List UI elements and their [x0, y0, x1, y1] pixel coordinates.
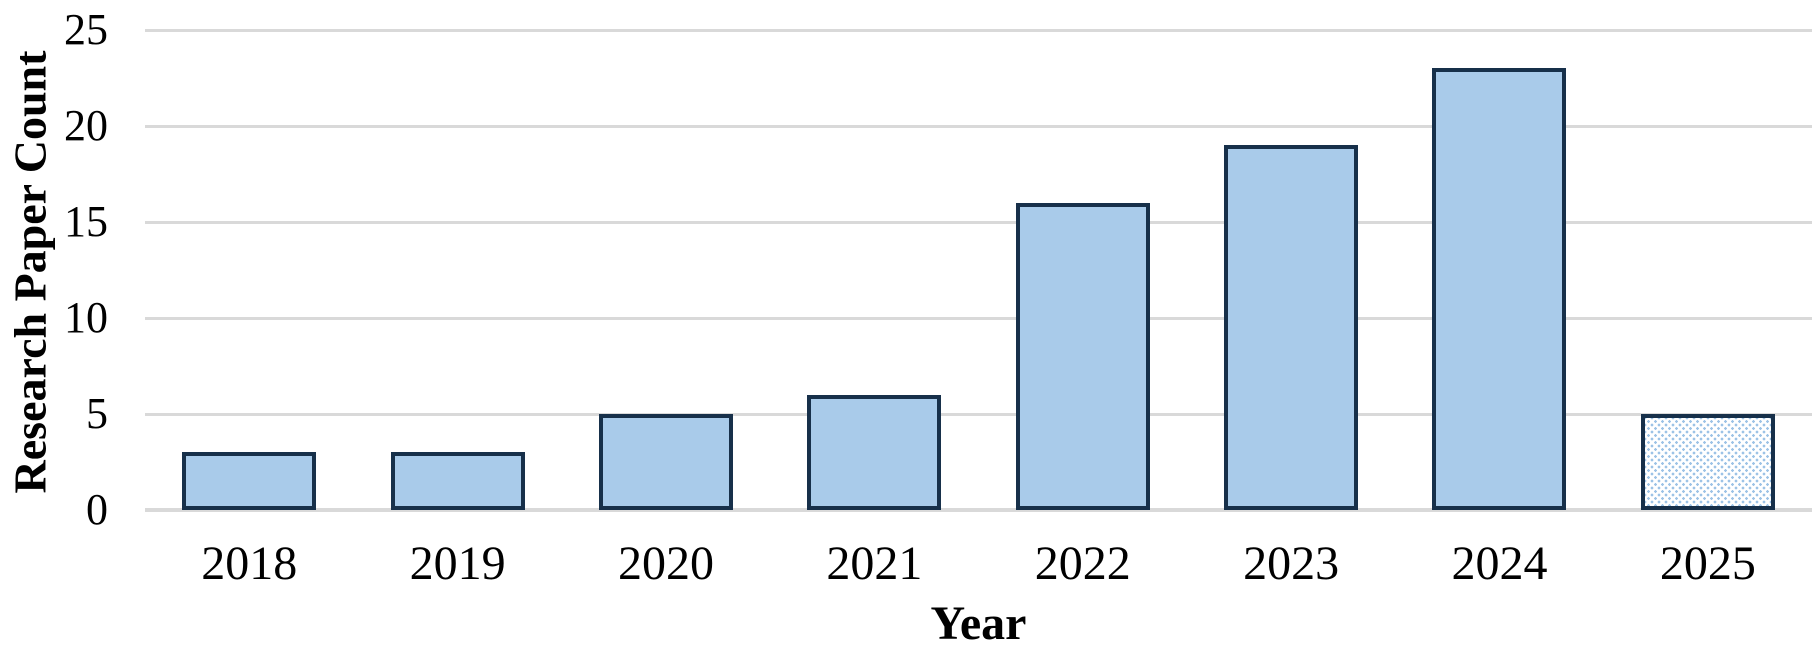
x-tick-label-2020: 2020 — [617, 537, 714, 590]
y-tick-label-5: 5 — [86, 389, 108, 438]
x-tick-label-2025: 2025 — [1659, 537, 1756, 590]
y-tick-label-20: 20 — [64, 101, 108, 150]
y-tick-label-0: 0 — [86, 485, 108, 534]
gridline-y-25 — [145, 28, 1812, 32]
bar-2019 — [390, 452, 525, 510]
x-tick-label-2024: 2024 — [1451, 537, 1548, 590]
y-tick-label-15: 15 — [64, 197, 108, 246]
x-tick-label-2019: 2019 — [409, 537, 506, 590]
bar-2023 — [1224, 145, 1359, 510]
bar-2024 — [1432, 68, 1567, 510]
x-tick-label-2018: 2018 — [201, 537, 298, 590]
bar-2025 — [1640, 414, 1775, 510]
bar-2018 — [182, 452, 317, 510]
y-tick-label-25: 25 — [64, 5, 108, 54]
bar-2021 — [807, 394, 942, 510]
bar-2022 — [1015, 202, 1150, 510]
gridline-y-10 — [145, 316, 1812, 320]
plot-area — [145, 28, 1812, 512]
x-tick-label-2022: 2022 — [1034, 537, 1131, 590]
gridline-y-5 — [145, 412, 1812, 416]
gridline-y-15 — [145, 220, 1812, 224]
bar-2020 — [598, 414, 733, 510]
x-tick-label-2023: 2023 — [1243, 537, 1340, 590]
gridline-y-0 — [145, 508, 1812, 512]
y-tick-label-10: 10 — [64, 293, 108, 342]
x-axis-title: Year — [930, 597, 1027, 648]
x-tick-label-2021: 2021 — [826, 537, 923, 590]
gridline-y-20 — [145, 124, 1812, 128]
